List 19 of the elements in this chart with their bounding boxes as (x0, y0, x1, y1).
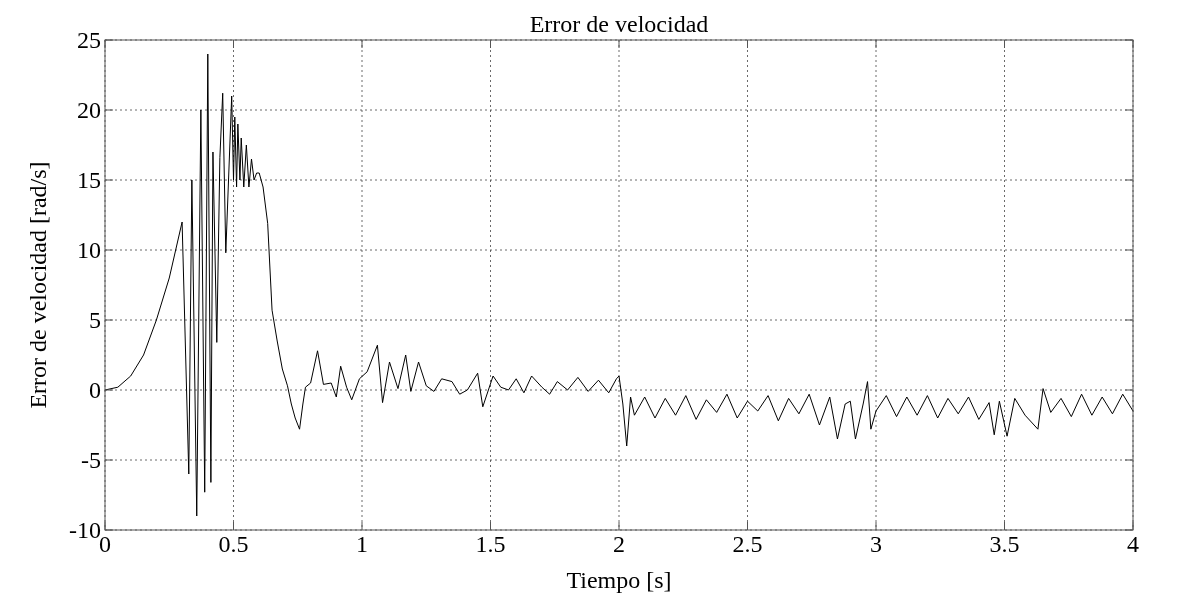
y-axis-title: Error de velocidad [rad/s] (25, 161, 51, 409)
x-tick-label: 2 (613, 531, 625, 557)
y-tick-label: 0 (89, 377, 101, 404)
x-tick-label: 1 (356, 531, 368, 557)
x-tick-label: 4 (1127, 531, 1139, 557)
y-tick-label: 10 (77, 237, 101, 264)
y-tick-label: -5 (81, 447, 101, 474)
x-tick-label: 1.5 (475, 531, 506, 557)
y-tick-label: 25 (77, 27, 101, 54)
y-tick-label: 5 (89, 307, 101, 334)
y-tick-label: -10 (69, 517, 101, 544)
chart-title: Error de velocidad (529, 11, 709, 37)
y-tick-label: 15 (77, 167, 101, 194)
x-tick-label: 0.5 (218, 531, 249, 557)
x-tick-label: 3 (870, 531, 882, 557)
x-tick-label: 2.5 (732, 531, 763, 557)
x-axis-title: Tiempo [s] (566, 567, 672, 593)
y-tick-label: 20 (77, 97, 101, 124)
x-tick-label: 3.5 (989, 531, 1020, 557)
